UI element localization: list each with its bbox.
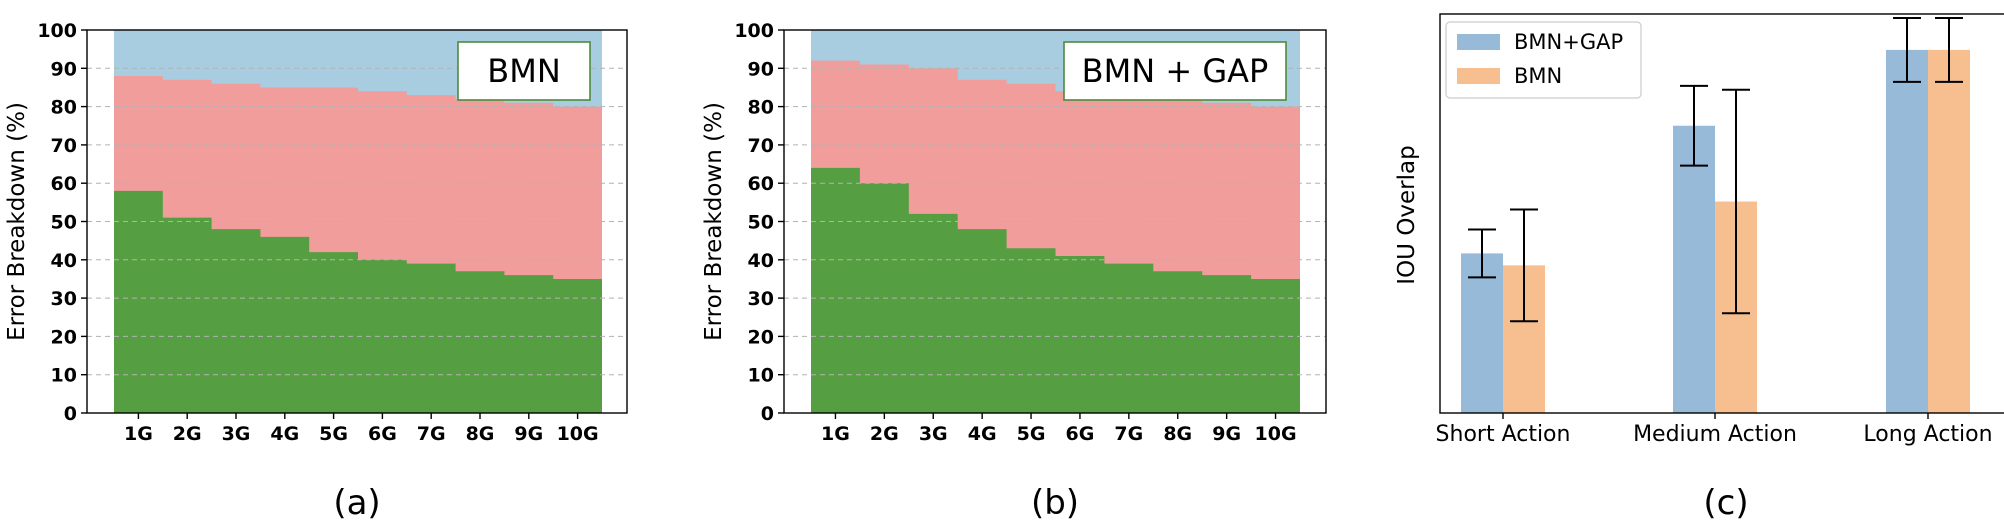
y-axis-label: Error Breakdown (%)	[4, 102, 30, 341]
panel-c-chart: Short Action Medium Action Long Action IOU …	[1394, 13, 2004, 523]
y-tick-label-6: 60	[748, 173, 774, 195]
panel-a-chart: 0 10 20 30 40 50 60 70 80 90 100 1G 2G 3G 4G 5G 6G 7G 8G 9G…	[4, 20, 628, 523]
x-tick-label-2: 3G	[222, 423, 251, 445]
x-tick-label-2: 3G	[919, 423, 948, 445]
x-tick-label-5: 6G	[368, 423, 397, 445]
title-box	[1063, 41, 1287, 101]
x-tick-label-0: 1G	[821, 423, 850, 445]
y-tick-label-1: 10	[51, 365, 77, 387]
panel-label: (c)	[1703, 483, 1748, 523]
y-tick-label-0: 0	[64, 403, 77, 425]
y-tick-label-6: 60	[51, 173, 77, 195]
legend-swatch-0	[1457, 34, 1500, 50]
y-tick-label-2: 20	[51, 326, 77, 348]
area-series-0	[114, 190, 602, 413]
x-tick-label-8: 9G	[514, 423, 543, 445]
x-tick-label-9: 10G	[557, 423, 599, 445]
y-tick-label-7: 70	[748, 135, 774, 157]
x-tick-label-1: 2G	[870, 423, 899, 445]
legend-label-0: BMN+GAP	[1514, 30, 1623, 54]
y-tick-label-8: 80	[51, 97, 77, 119]
x-tick-label-0: Short Action	[1436, 422, 1571, 447]
y-tick-label-8: 80	[748, 97, 774, 119]
y-tick-label-2: 20	[748, 326, 774, 348]
y-tick-label-9: 90	[51, 58, 77, 80]
y-tick-label-4: 40	[748, 250, 774, 272]
panel-label: (b)	[1031, 483, 1079, 523]
title-box	[457, 41, 591, 101]
plot-frame	[1439, 13, 2004, 414]
panel-label: (a)	[333, 483, 380, 523]
x-tick-label-1: Medium Action	[1633, 422, 1797, 447]
x-tick-label-0: 1G	[124, 423, 153, 445]
x-tick-label-3: 4G	[270, 423, 299, 445]
y-tick-label-4: 40	[51, 250, 77, 272]
x-tick-label-5: 6G	[1066, 423, 1095, 445]
legend: BMN+GAP BMN	[1445, 21, 1642, 99]
x-tick-label-8: 9G	[1212, 423, 1241, 445]
chart-title: BMN	[487, 52, 561, 90]
y-tick-label-5: 50	[748, 212, 774, 234]
y-tick-label-10: 100	[734, 20, 774, 42]
legend-swatch-1	[1457, 68, 1500, 84]
x-tick-label-6: 7G	[417, 423, 446, 445]
y-tick-label-5: 50	[51, 212, 77, 234]
panel-b-chart: 0 10 20 30 40 50 60 70 80 90 100 1G 2G 3G 4G 5G 6G 7G 8G 9G…	[701, 20, 1327, 523]
x-tick-label-2: Long Action	[1863, 422, 1992, 447]
bar-1-2	[1928, 49, 1970, 413]
y-axis-label: Error Breakdown (%)	[701, 102, 727, 341]
y-tick-label-0: 0	[761, 403, 774, 425]
x-tick-label-4: 5G	[319, 423, 348, 445]
bar-0-0	[1461, 253, 1503, 413]
x-tick-label-7: 8G	[1163, 423, 1192, 445]
legend-label-1: BMN	[1514, 64, 1562, 88]
x-tick-label-1: 2G	[173, 423, 202, 445]
bar-0-1	[1673, 125, 1715, 413]
bar-0-2	[1886, 49, 1928, 413]
x-tick-label-9: 10G	[1255, 423, 1297, 445]
y-tick-label-3: 30	[51, 288, 77, 310]
chart-title: BMN + GAP	[1082, 52, 1269, 90]
y-tick-label-7: 70	[51, 135, 77, 157]
y-tick-label-9: 90	[748, 58, 774, 80]
y-tick-label-10: 100	[37, 20, 77, 42]
y-tick-label-3: 30	[748, 288, 774, 310]
x-tick-label-4: 5G	[1017, 423, 1046, 445]
x-tick-label-6: 7G	[1114, 423, 1143, 445]
area-series-0	[811, 167, 1300, 413]
y-tick-label-1: 10	[748, 365, 774, 387]
x-tick-label-7: 8G	[466, 423, 495, 445]
y-axis-label: IOU Overlap	[1394, 145, 1420, 284]
x-tick-label-3: 4G	[968, 423, 997, 445]
